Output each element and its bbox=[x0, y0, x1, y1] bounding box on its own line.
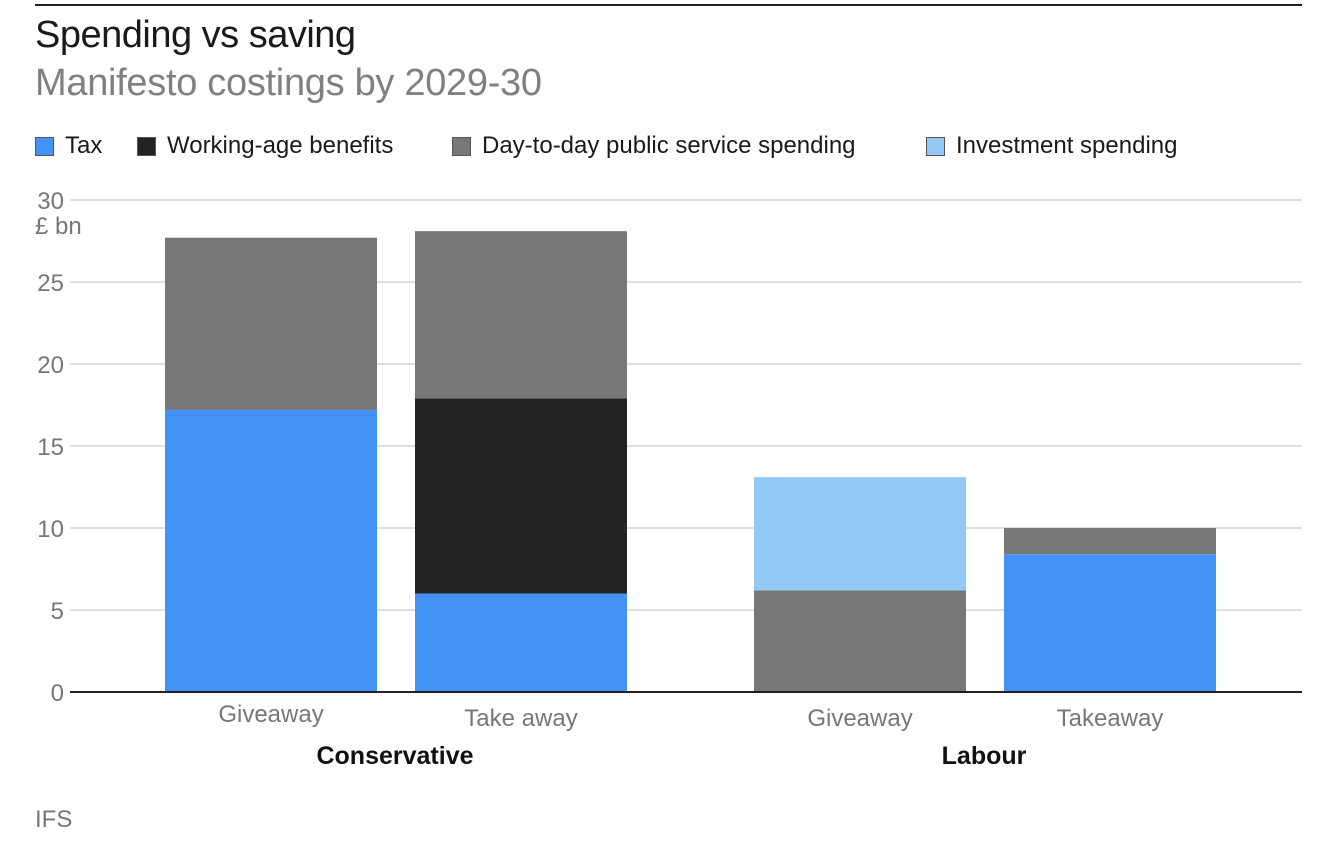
x-tick-label-2: Giveaway bbox=[807, 705, 912, 732]
legend-swatch-tax bbox=[35, 136, 54, 156]
bar-segment-1-working-age-benefits bbox=[415, 398, 627, 594]
bar-segment-0-day-to-day-public-service-spending bbox=[165, 237, 377, 410]
bar-segment-2-day-to-day-public-service-spending bbox=[754, 590, 966, 692]
y-tick-label-10: 10 bbox=[37, 516, 64, 543]
y-tick-label-15: 15 bbox=[37, 434, 64, 461]
bar-segment-1-tax bbox=[415, 593, 627, 692]
group-label-conservative: Conservative bbox=[316, 742, 473, 770]
top-rule bbox=[35, 4, 1302, 6]
legend-label-investment: Investment spending bbox=[956, 132, 1178, 159]
bar-segment-1-day-to-day-public-service-spending bbox=[415, 231, 627, 399]
chart-subtitle: Manifesto costings by 2029-30 bbox=[35, 62, 542, 104]
bar-segment-0-tax bbox=[165, 409, 377, 692]
y-tick-label-20: 20 bbox=[37, 352, 64, 379]
legend-item-day-to-day: Day-to-day public service spending bbox=[452, 132, 856, 160]
y-tick-label-25: 25 bbox=[37, 270, 64, 297]
chart-title: Spending vs saving bbox=[35, 14, 356, 56]
y-tick-label-5: 5 bbox=[51, 598, 64, 625]
x-tick-label-0: Giveaway bbox=[218, 701, 323, 728]
y-tick-label-30: 30 bbox=[37, 188, 64, 215]
bar-segment-2-investment-spending bbox=[754, 477, 966, 591]
legend-item-benefits: Working-age benefits bbox=[137, 132, 393, 160]
legend-label-day-to-day: Day-to-day public service spending bbox=[482, 132, 856, 159]
y-tick-label-0: 0 bbox=[51, 680, 64, 707]
legend-swatch-day-to-day bbox=[452, 136, 471, 156]
bar-segment-3-tax bbox=[1004, 554, 1216, 692]
legend-item-tax: Tax bbox=[35, 132, 102, 160]
legend-swatch-benefits bbox=[137, 136, 156, 156]
legend-item-investment: Investment spending bbox=[926, 132, 1177, 160]
bar-segment-3-day-to-day-public-service-spending bbox=[1004, 528, 1216, 555]
x-tick-label-3: Takeaway bbox=[1057, 705, 1164, 732]
legend-label-benefits: Working-age benefits bbox=[167, 132, 394, 159]
x-tick-label-1: Take away bbox=[464, 705, 577, 732]
source-note: IFS bbox=[35, 806, 73, 833]
legend-label-tax: Tax bbox=[65, 132, 103, 159]
group-label-labour: Labour bbox=[942, 742, 1027, 770]
y-axis-unit-label: £ bn bbox=[35, 213, 82, 240]
legend-swatch-investment bbox=[926, 136, 945, 156]
